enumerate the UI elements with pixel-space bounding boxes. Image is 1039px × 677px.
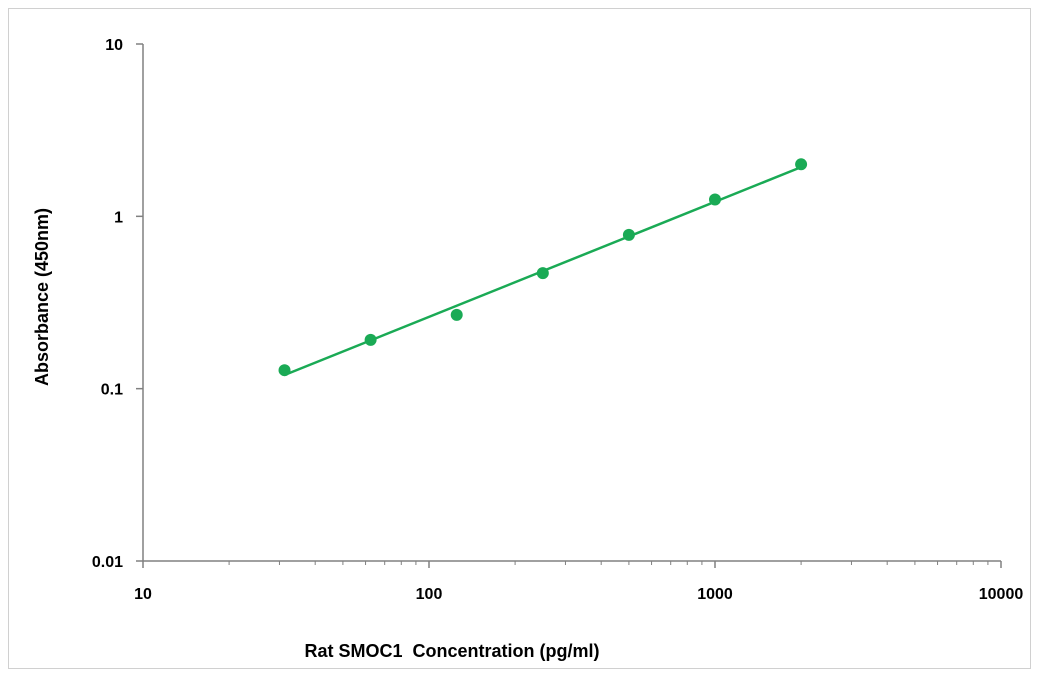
data-point	[795, 158, 808, 171]
x-tick-label: 10000	[979, 586, 1024, 603]
x-tick-label: 10	[134, 586, 152, 603]
data-point	[450, 308, 463, 321]
data-point	[364, 333, 377, 346]
data-point	[709, 193, 721, 206]
data-point	[622, 228, 635, 241]
ticks	[136, 43, 1002, 568]
y-tick-label: 1	[114, 209, 123, 226]
y-tick-label: 0.01	[92, 554, 123, 571]
chart-frame	[8, 8, 1031, 669]
y-axis-title: Absorbance (450nm)	[32, 208, 52, 386]
x-tick-label: 100	[416, 586, 443, 603]
y-tick-label: 0.1	[101, 382, 123, 399]
data-point	[278, 364, 291, 377]
y-tick-label: 10	[105, 37, 123, 54]
x-axis-title: Rat SMOC1 Concentration (pg/ml)	[304, 641, 599, 661]
x-tick-label: 1000	[697, 586, 733, 603]
data-point	[536, 267, 549, 280]
tick-labels: 10 100 1000 10000 0.01 0.1 1 10	[92, 37, 1023, 603]
axes	[142, 44, 1001, 562]
data-points	[278, 158, 808, 377]
